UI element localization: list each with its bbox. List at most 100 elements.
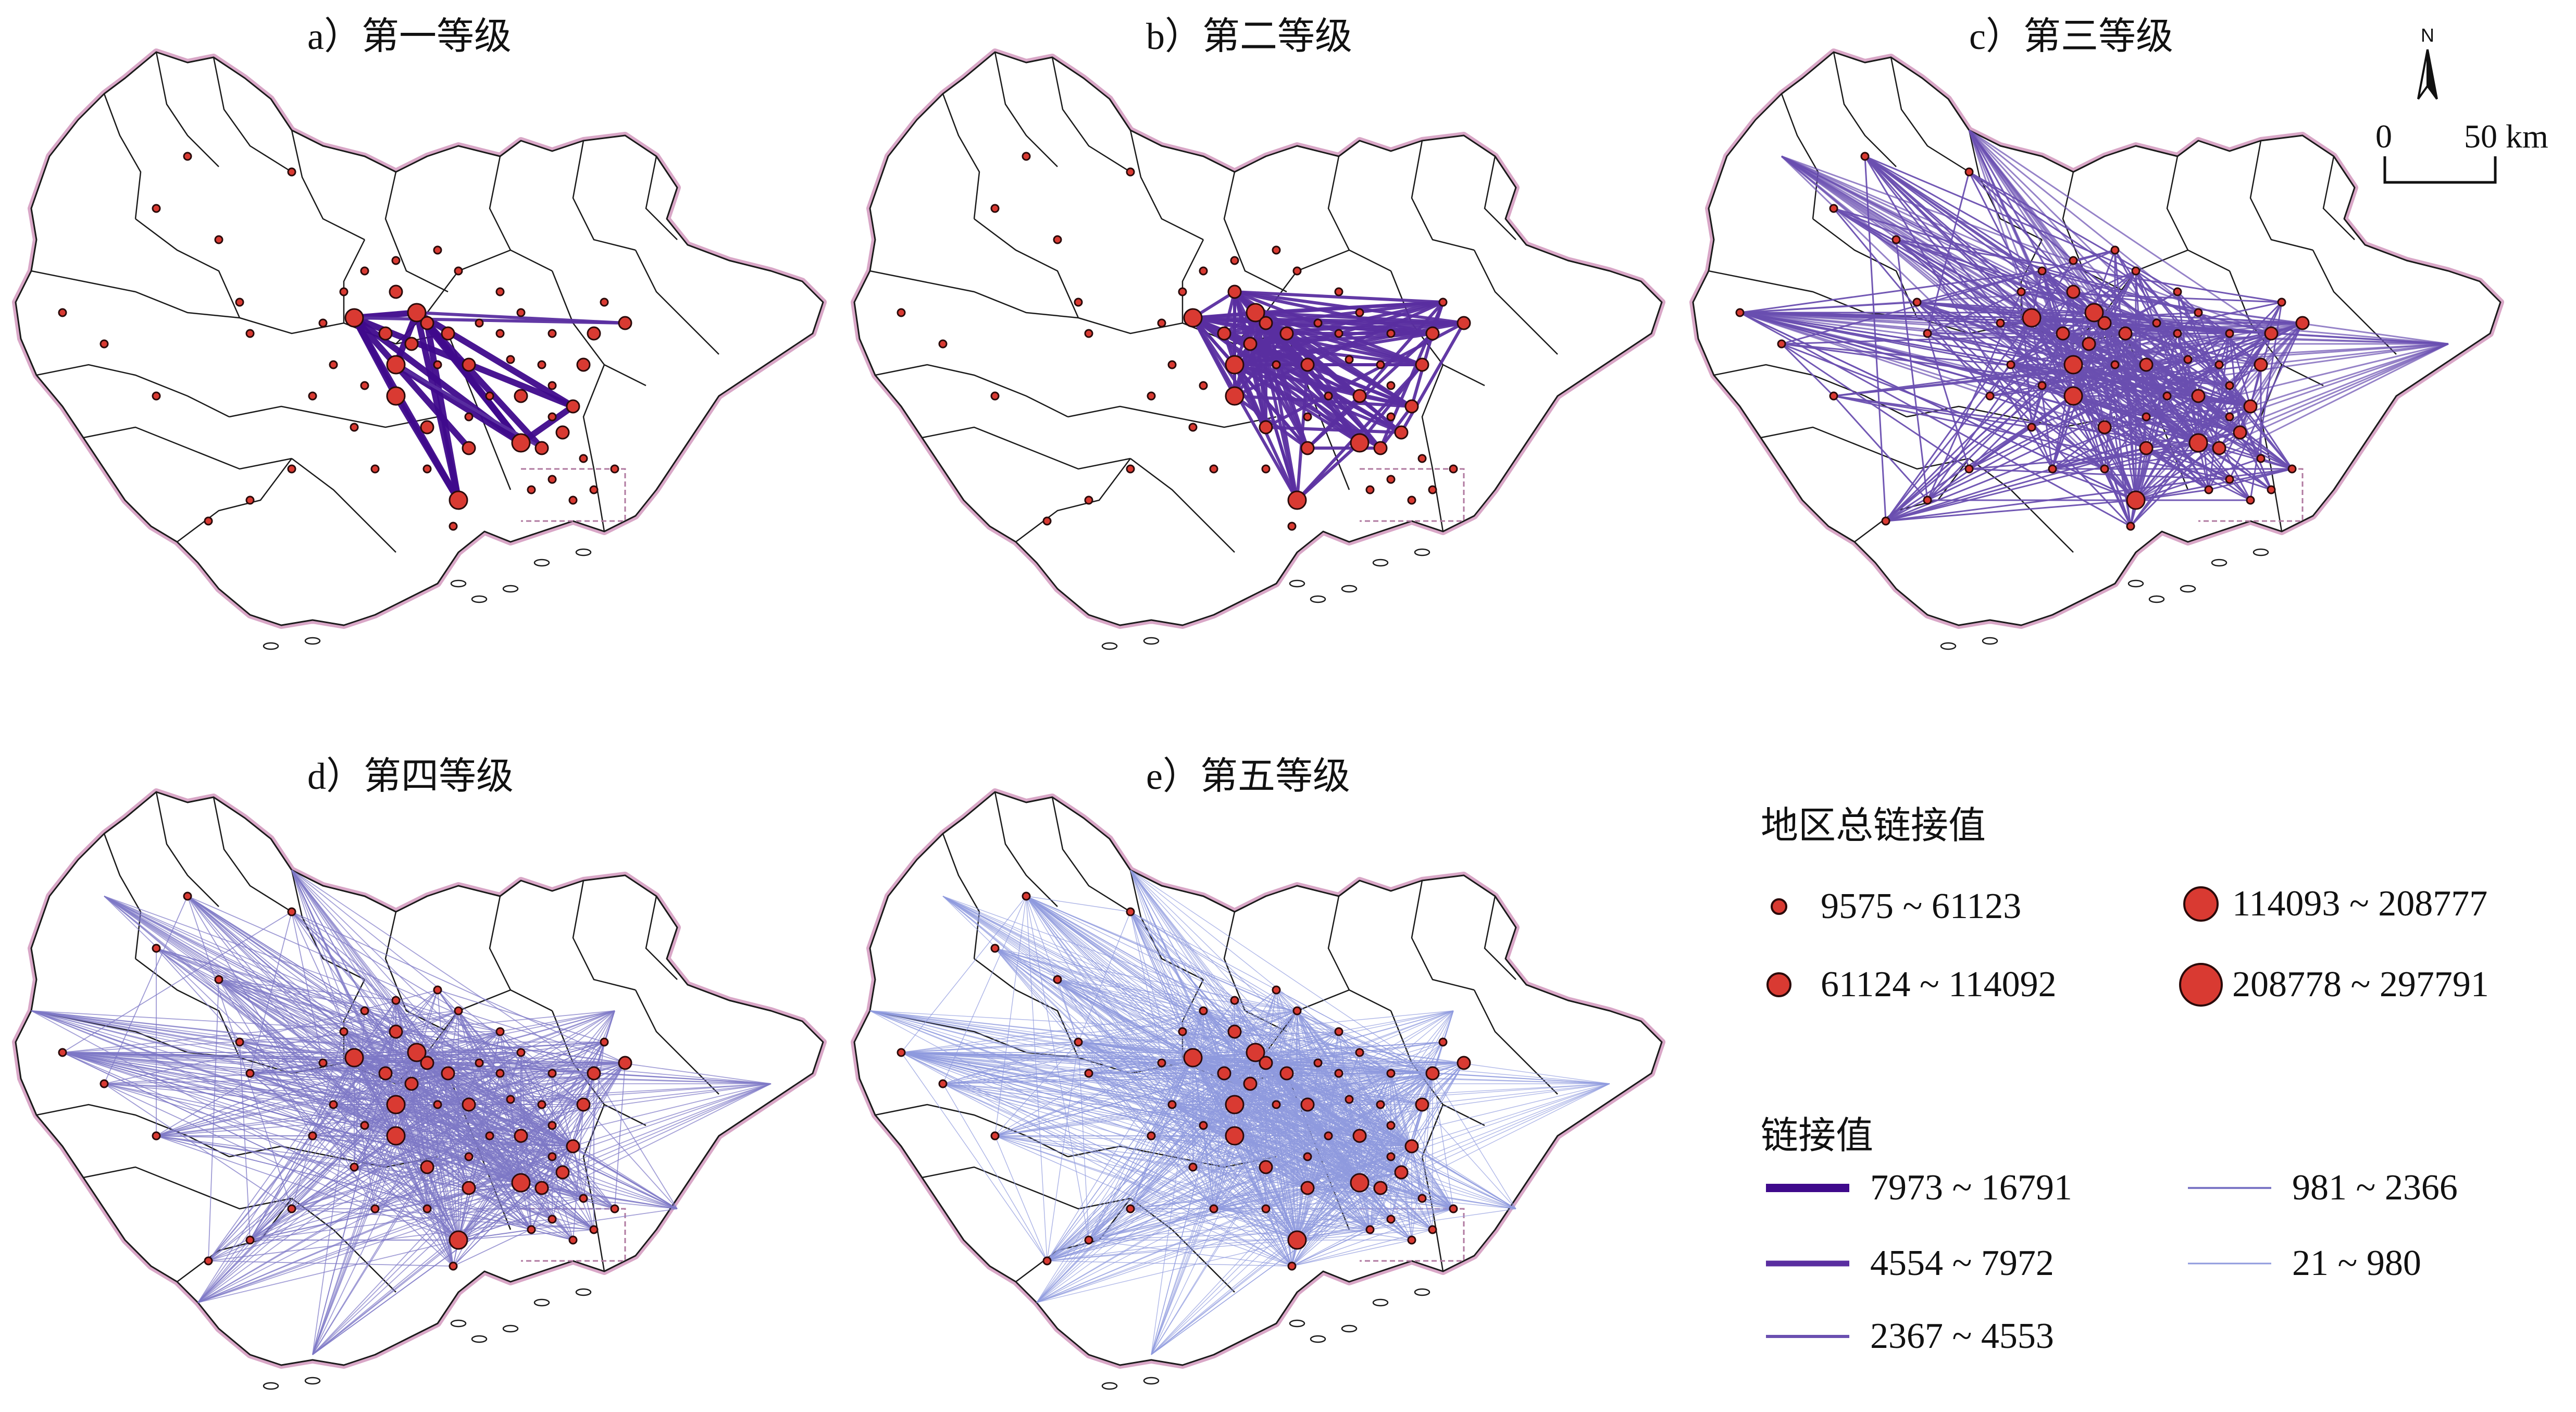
city-node bbox=[245, 1235, 255, 1245]
city-node bbox=[600, 298, 609, 307]
city-node bbox=[1352, 389, 1367, 403]
link-line bbox=[1297, 1083, 1610, 1241]
city-node bbox=[2233, 425, 2247, 440]
link-line bbox=[1192, 1010, 1454, 1058]
link-line bbox=[291, 870, 521, 1183]
island bbox=[502, 585, 519, 593]
link-line bbox=[1864, 155, 1887, 522]
city-node bbox=[152, 1131, 161, 1141]
link-line bbox=[312, 1187, 469, 1355]
link-line bbox=[901, 1052, 1251, 1084]
link-line bbox=[2249, 405, 2293, 470]
city-node bbox=[2287, 464, 2297, 474]
link-line bbox=[942, 896, 1235, 1136]
link-line bbox=[1036, 1240, 1298, 1303]
city-node bbox=[1157, 318, 1166, 328]
city-node bbox=[308, 391, 317, 401]
link-line bbox=[1192, 1057, 1235, 1105]
island bbox=[575, 548, 592, 556]
city-node bbox=[2194, 308, 2203, 317]
city-node bbox=[1386, 1121, 1396, 1130]
link-line bbox=[312, 1104, 584, 1355]
city-node bbox=[1303, 1152, 1312, 1161]
city-node bbox=[568, 496, 578, 505]
island bbox=[450, 1319, 467, 1328]
link-line bbox=[1234, 1031, 1610, 1084]
city-node bbox=[422, 1204, 432, 1213]
city-node bbox=[1407, 496, 1416, 505]
link-line bbox=[62, 1031, 396, 1053]
link-line bbox=[1411, 1146, 1433, 1230]
link-line bbox=[351, 315, 472, 451]
island bbox=[263, 642, 279, 650]
district-boundary bbox=[1473, 250, 1558, 355]
city-node bbox=[506, 355, 515, 364]
link-line bbox=[1968, 130, 2074, 397]
link-line bbox=[1338, 1031, 1412, 1147]
city-node bbox=[204, 1256, 213, 1266]
district-boundary bbox=[922, 1166, 1131, 1210]
district-boundary bbox=[582, 364, 605, 532]
city-node bbox=[454, 1006, 463, 1015]
district-boundary bbox=[974, 958, 1079, 1058]
district-boundary bbox=[2166, 156, 2230, 272]
city-node bbox=[462, 1097, 476, 1112]
map-layer bbox=[12, 48, 827, 650]
link-line bbox=[1151, 1104, 1235, 1355]
link-line bbox=[942, 896, 1235, 1105]
link-line bbox=[1026, 896, 1193, 1058]
city-node bbox=[1259, 316, 1273, 330]
city-node bbox=[360, 381, 369, 390]
link-line bbox=[1864, 155, 2074, 397]
link-line bbox=[1297, 1125, 1391, 1241]
city-node bbox=[386, 355, 406, 375]
link-line bbox=[2135, 332, 2272, 501]
link-line bbox=[1151, 1187, 1308, 1355]
island bbox=[1143, 637, 1160, 645]
city-node bbox=[1259, 1160, 1273, 1174]
link-line bbox=[573, 1083, 771, 1147]
city-node bbox=[1386, 1069, 1396, 1078]
city-node bbox=[1292, 1006, 1302, 1015]
city-node bbox=[897, 308, 906, 317]
link-line bbox=[1234, 1000, 1298, 1241]
link-line bbox=[395, 1135, 459, 1241]
link-line bbox=[1781, 155, 2199, 444]
link-line bbox=[1968, 447, 2220, 470]
link-line bbox=[901, 1031, 1235, 1053]
link-line bbox=[1234, 1104, 1516, 1209]
city-node bbox=[1300, 357, 1315, 372]
city-node bbox=[514, 1129, 528, 1143]
link-line bbox=[395, 1031, 678, 1209]
link-line bbox=[2010, 364, 2137, 501]
link-line bbox=[1380, 1146, 1412, 1188]
city-node bbox=[407, 1043, 427, 1062]
scale-zero-label: 0 bbox=[2375, 118, 2392, 155]
island bbox=[575, 1288, 592, 1296]
link-line bbox=[1036, 1187, 1381, 1303]
district-boundary bbox=[384, 171, 449, 293]
link-legend-label-5: 21 ~ 980 bbox=[2292, 1243, 2421, 1283]
link-line bbox=[1151, 1135, 1360, 1183]
link-line bbox=[1130, 870, 1287, 1074]
link-line bbox=[1151, 1062, 1266, 1355]
link-line bbox=[31, 1010, 396, 1032]
city-node bbox=[1345, 1095, 1354, 1104]
link-line bbox=[1130, 870, 1381, 1188]
panel-title-e: e）第五等级 bbox=[1146, 755, 1350, 797]
district-boundary bbox=[489, 156, 553, 272]
city-node bbox=[2027, 423, 2036, 432]
link-line bbox=[1307, 1010, 1454, 1188]
link-line bbox=[2104, 322, 2147, 418]
link-line bbox=[1885, 322, 2106, 522]
city-node bbox=[2173, 287, 2182, 296]
link-line bbox=[1265, 1062, 1298, 1241]
link-line bbox=[1161, 1062, 1235, 1136]
district-boundary bbox=[1015, 458, 1131, 542]
link-line bbox=[437, 989, 501, 1074]
city-node bbox=[2254, 357, 2268, 372]
city-node bbox=[1225, 355, 1245, 375]
link-line bbox=[1297, 1135, 1360, 1241]
city-node bbox=[1053, 975, 1062, 984]
node-layer bbox=[897, 891, 1471, 1271]
